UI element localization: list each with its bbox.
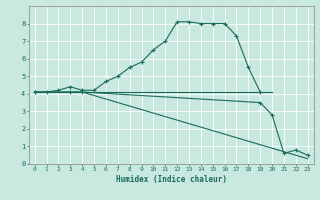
X-axis label: Humidex (Indice chaleur): Humidex (Indice chaleur) (116, 175, 227, 184)
